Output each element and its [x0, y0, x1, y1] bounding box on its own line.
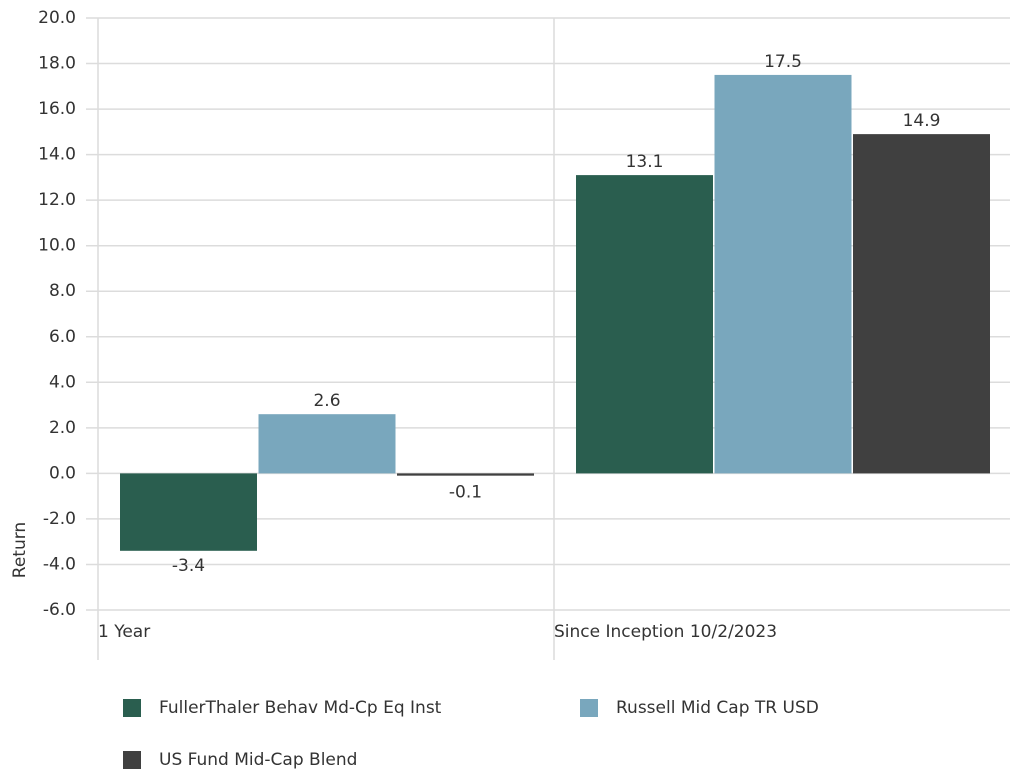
y-tick-label: 8.0 [49, 281, 76, 301]
y-tick-label: 14.0 [38, 145, 76, 165]
data-label: 14.9 [903, 111, 941, 131]
legend-label: Russell Mid Cap TR USD [616, 698, 819, 718]
x-tick-label: 1 Year [98, 622, 150, 642]
y-tick-label: 0.0 [49, 463, 76, 483]
bar [576, 175, 713, 474]
legend-label: FullerThaler Behav Md-Cp Eq Inst [159, 698, 442, 718]
legend-swatch [123, 751, 141, 769]
y-tick-label: 10.0 [38, 236, 76, 256]
y-tick-label: -2.0 [43, 509, 76, 529]
y-tick-label: -4.0 [43, 554, 76, 574]
bar [397, 473, 534, 476]
bar [120, 473, 257, 551]
y-tick-label: 4.0 [49, 372, 76, 392]
data-label: -0.1 [449, 482, 482, 502]
data-label: 17.5 [764, 52, 802, 72]
y-tick-label: 20.0 [38, 8, 76, 28]
data-label: 13.1 [626, 152, 664, 172]
y-tick-label: -6.0 [43, 600, 76, 620]
y-tick-label: 16.0 [38, 99, 76, 119]
y-tick-label: 12.0 [38, 190, 76, 210]
y-tick-label: 6.0 [49, 327, 76, 347]
y-tick-label: 2.0 [49, 418, 76, 438]
bar [853, 134, 990, 474]
y-tick-label: 18.0 [38, 54, 76, 74]
legend-label: US Fund Mid-Cap Blend [159, 750, 357, 769]
data-label: -3.4 [172, 556, 205, 576]
bar [714, 74, 852, 474]
legend-swatch [580, 699, 598, 717]
bar [258, 414, 396, 474]
x-tick-label: Since Inception 10/2/2023 [554, 622, 777, 642]
y-axis-label: Return [10, 522, 30, 578]
data-label: 2.6 [313, 391, 340, 411]
legend-swatch [123, 699, 141, 717]
